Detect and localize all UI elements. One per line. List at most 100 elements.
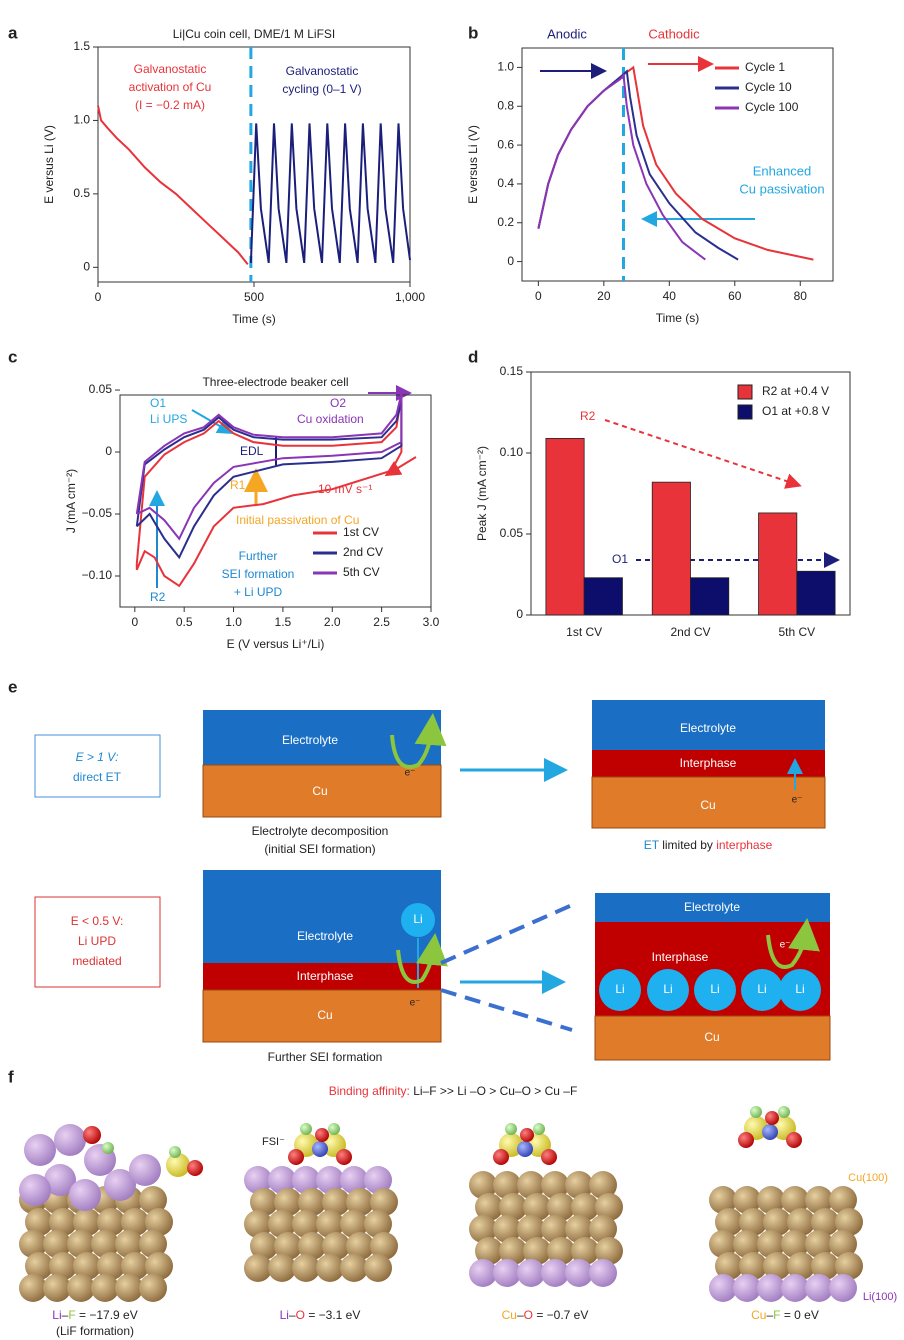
atom: [19, 1274, 47, 1302]
structures: [19, 1106, 863, 1302]
atom: [541, 1259, 569, 1287]
x-tick-label: 0: [535, 289, 542, 303]
panel-label: b: [468, 23, 478, 42]
y-axis-label: E versus Li (V): [466, 125, 480, 204]
series-line: [251, 123, 410, 263]
annotation: Anodic: [547, 26, 587, 41]
molecule-label: FSI⁻: [262, 1136, 285, 1148]
caption-part: limited by: [659, 838, 716, 852]
arrow: [388, 457, 416, 474]
y-tick-label: 1.5: [73, 39, 90, 53]
layer-label: Electrolyte: [297, 929, 353, 943]
y-tick-label: 0: [105, 444, 112, 458]
energy-label: Cu–O = −0.7 eV: [502, 1308, 589, 1322]
series-line: [538, 75, 705, 259]
y-tick-label: 0: [516, 607, 523, 621]
legend-label: O1 at +0.8 V: [762, 404, 830, 418]
panel-e: E > 1 V: direct ET Electrolyte Cu e⁻ Ele…: [35, 700, 830, 1064]
x-tick-label: 5th CV: [778, 625, 815, 639]
x-tick-label: 0: [95, 290, 102, 304]
annotation: Cathodic: [648, 26, 700, 41]
atom: [336, 1149, 352, 1165]
label-part: = −0.7 eV: [533, 1308, 588, 1322]
annotation: O1: [150, 396, 166, 410]
y-axis-label: E versus Li (V): [42, 125, 56, 204]
atom: [709, 1274, 737, 1302]
y-tick-label: 0: [83, 259, 90, 273]
li-label: Li: [413, 912, 422, 926]
layer-label: Interphase: [297, 969, 354, 983]
label-part: F: [68, 1308, 75, 1322]
layer-label: Cu: [704, 1030, 719, 1044]
x-tick-label: 500: [244, 290, 264, 304]
annotation: + Li UPD: [234, 585, 283, 599]
atom: [786, 1132, 802, 1148]
x-tick-label: 2.0: [324, 615, 341, 629]
x-tick-label: 3.0: [423, 615, 440, 629]
atom: [91, 1274, 119, 1302]
caption: Further SEI formation: [268, 1050, 383, 1064]
label-part: O: [296, 1308, 305, 1322]
panel-label: e: [8, 677, 17, 696]
page: {"panel_labels":["a","b","c","d","e","f"…: [0, 0, 904, 1340]
energy-note: (LiF formation): [56, 1324, 134, 1338]
y-tick-label: 0.8: [497, 98, 514, 112]
atom: [288, 1149, 304, 1165]
surface-label: Li(100): [863, 1291, 897, 1303]
atom: [244, 1254, 272, 1282]
annotation: Further: [239, 549, 278, 563]
condition: E < 0.5 V:: [71, 914, 124, 928]
annotation: O2: [330, 396, 346, 410]
zoom-line: [441, 905, 572, 963]
atom: [43, 1274, 71, 1302]
chart-title: Three-electrode beaker cell: [202, 375, 348, 389]
electron: e⁻: [410, 998, 421, 1009]
annotation: cycling (0–1 V): [282, 82, 361, 96]
label-part: = −17.9 eV: [76, 1308, 138, 1322]
annotation: Enhanced: [753, 163, 812, 178]
label-part: Li: [52, 1308, 61, 1322]
atom: [520, 1128, 534, 1142]
title-part: Binding affinity:: [329, 1084, 410, 1098]
atom: [765, 1111, 779, 1125]
atom: [129, 1154, 161, 1186]
atom: [139, 1274, 167, 1302]
caption: ET limited by interphase: [644, 838, 773, 852]
bar: [691, 578, 729, 615]
figure: a b c d e f Galvanostatic activation of …: [0, 0, 904, 1340]
legend-label: Cycle 100: [745, 100, 799, 114]
atom: [533, 1123, 545, 1135]
legend-label: 1st CV: [343, 525, 379, 539]
legend-swatch: [738, 405, 752, 419]
binding-title: Binding affinity: Li–F >> Li –O > Cu–O >…: [329, 1084, 578, 1098]
li-label: Li: [757, 982, 766, 996]
li-label: Li: [663, 982, 672, 996]
atom: [469, 1259, 497, 1287]
x-tick-label: 60: [728, 289, 742, 303]
y-tick-label: 0.05: [89, 382, 113, 396]
atom: [24, 1134, 56, 1166]
atom: [316, 1254, 344, 1282]
x-tick-label: 0.5: [176, 615, 193, 629]
atom: [762, 1124, 778, 1140]
atom: [493, 1149, 509, 1165]
atom: [517, 1141, 533, 1157]
zoom-line: [441, 990, 572, 1030]
atom: [493, 1259, 521, 1287]
atom: [589, 1259, 617, 1287]
energy-label: Cu–F = 0 eV: [751, 1308, 819, 1322]
y-tick-label: 0.5: [73, 186, 90, 200]
x-tick-label: 0: [131, 615, 138, 629]
y-tick-label: 1.0: [73, 113, 90, 127]
annotation: O1: [612, 552, 628, 566]
li-row: LiLiLiLiLi: [599, 969, 821, 1011]
annotation: Li UPS: [150, 412, 187, 426]
layer-label: Cu: [312, 784, 327, 798]
energy-label: Li–F = −17.9 eV: [52, 1308, 137, 1322]
layer-label: Interphase: [680, 756, 737, 770]
y-tick-label: 0.15: [500, 364, 524, 378]
layer-label: Cu: [317, 1008, 332, 1022]
x-tick-label: 1st CV: [566, 625, 602, 639]
panel-label: d: [468, 347, 478, 366]
annotation: R2: [580, 409, 596, 423]
